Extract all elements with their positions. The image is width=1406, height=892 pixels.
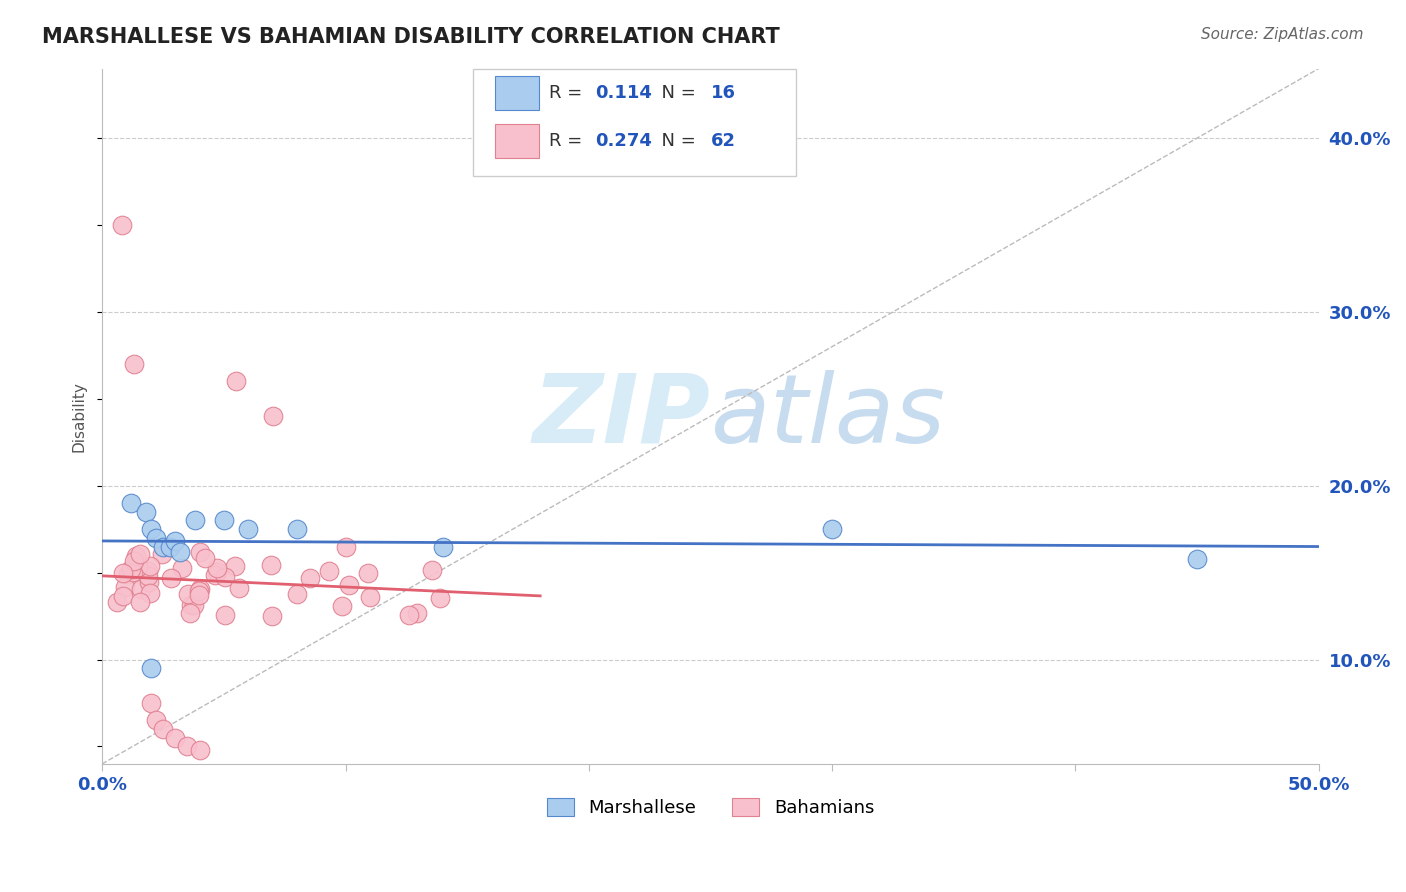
Point — [114, 580, 136, 594]
Point — [204, 567, 226, 582]
Point — [139, 661, 162, 675]
Point — [238, 522, 260, 536]
Point — [120, 496, 142, 510]
Point — [152, 540, 174, 554]
Point — [194, 550, 217, 565]
Text: 16: 16 — [710, 84, 735, 102]
Point — [160, 570, 183, 584]
Text: ZIP: ZIP — [533, 369, 710, 463]
Point — [398, 607, 420, 622]
Point — [145, 531, 167, 545]
Point — [145, 714, 167, 728]
Point — [205, 561, 228, 575]
Point — [112, 589, 135, 603]
Point — [212, 513, 235, 527]
Y-axis label: Disability: Disability — [72, 381, 86, 451]
Point — [125, 549, 148, 563]
Point — [337, 577, 360, 591]
Point — [152, 722, 174, 736]
Point — [176, 739, 198, 754]
Text: R =: R = — [548, 84, 588, 102]
Point — [122, 565, 145, 579]
Point — [205, 566, 228, 580]
Point — [138, 574, 160, 589]
Point — [260, 609, 283, 624]
Point — [139, 696, 162, 710]
Text: R =: R = — [548, 132, 588, 150]
Point — [214, 607, 236, 622]
Point — [330, 599, 353, 613]
Point — [122, 554, 145, 568]
Point — [188, 584, 211, 599]
Point — [225, 375, 247, 389]
Point — [298, 571, 321, 585]
Point — [129, 547, 152, 561]
Point — [165, 534, 187, 549]
Point — [359, 590, 381, 604]
Text: 0.114: 0.114 — [595, 84, 652, 102]
Point — [432, 540, 454, 554]
Point — [429, 591, 451, 605]
Point — [188, 545, 211, 559]
Legend: Marshallese, Bahamians: Marshallese, Bahamians — [540, 790, 882, 824]
Point — [122, 357, 145, 371]
Point — [117, 567, 139, 582]
Point — [224, 558, 246, 573]
Point — [139, 585, 162, 599]
FancyBboxPatch shape — [474, 69, 796, 177]
Point — [228, 582, 250, 596]
Point — [1185, 551, 1208, 566]
Point — [177, 587, 200, 601]
Point — [285, 586, 308, 600]
Point — [105, 595, 128, 609]
Point — [129, 594, 152, 608]
Point — [172, 560, 194, 574]
Point — [335, 540, 357, 554]
Point — [180, 598, 202, 612]
Text: N =: N = — [650, 132, 702, 150]
Point — [262, 409, 284, 424]
Point — [111, 566, 134, 580]
Point — [165, 731, 187, 745]
Point — [188, 582, 211, 596]
Point — [420, 563, 443, 577]
Point — [136, 564, 159, 578]
Point — [183, 599, 205, 613]
Point — [188, 588, 211, 602]
Point — [214, 570, 236, 584]
Point — [129, 582, 152, 596]
Point — [318, 564, 340, 578]
Point — [188, 743, 211, 757]
Point — [136, 569, 159, 583]
Point — [159, 540, 181, 554]
Point — [183, 513, 205, 527]
FancyBboxPatch shape — [495, 76, 538, 111]
Point — [405, 606, 427, 620]
Point — [821, 522, 844, 536]
Point — [356, 566, 378, 580]
Point — [139, 522, 162, 536]
Point — [169, 545, 191, 559]
Point — [127, 559, 149, 574]
Text: MARSHALLESE VS BAHAMIAN DISABILITY CORRELATION CHART: MARSHALLESE VS BAHAMIAN DISABILITY CORRE… — [42, 27, 780, 46]
Text: atlas: atlas — [710, 369, 945, 463]
FancyBboxPatch shape — [495, 124, 538, 158]
Text: N =: N = — [650, 84, 702, 102]
Point — [135, 505, 157, 519]
Point — [285, 522, 308, 536]
Point — [111, 218, 134, 232]
Text: Source: ZipAtlas.com: Source: ZipAtlas.com — [1201, 27, 1364, 42]
Point — [124, 558, 146, 573]
Point — [139, 559, 162, 574]
Point — [179, 606, 201, 620]
Text: 0.274: 0.274 — [595, 132, 652, 150]
Text: 62: 62 — [710, 132, 735, 150]
Point — [260, 558, 283, 573]
Point — [120, 562, 142, 576]
Point — [150, 547, 173, 561]
